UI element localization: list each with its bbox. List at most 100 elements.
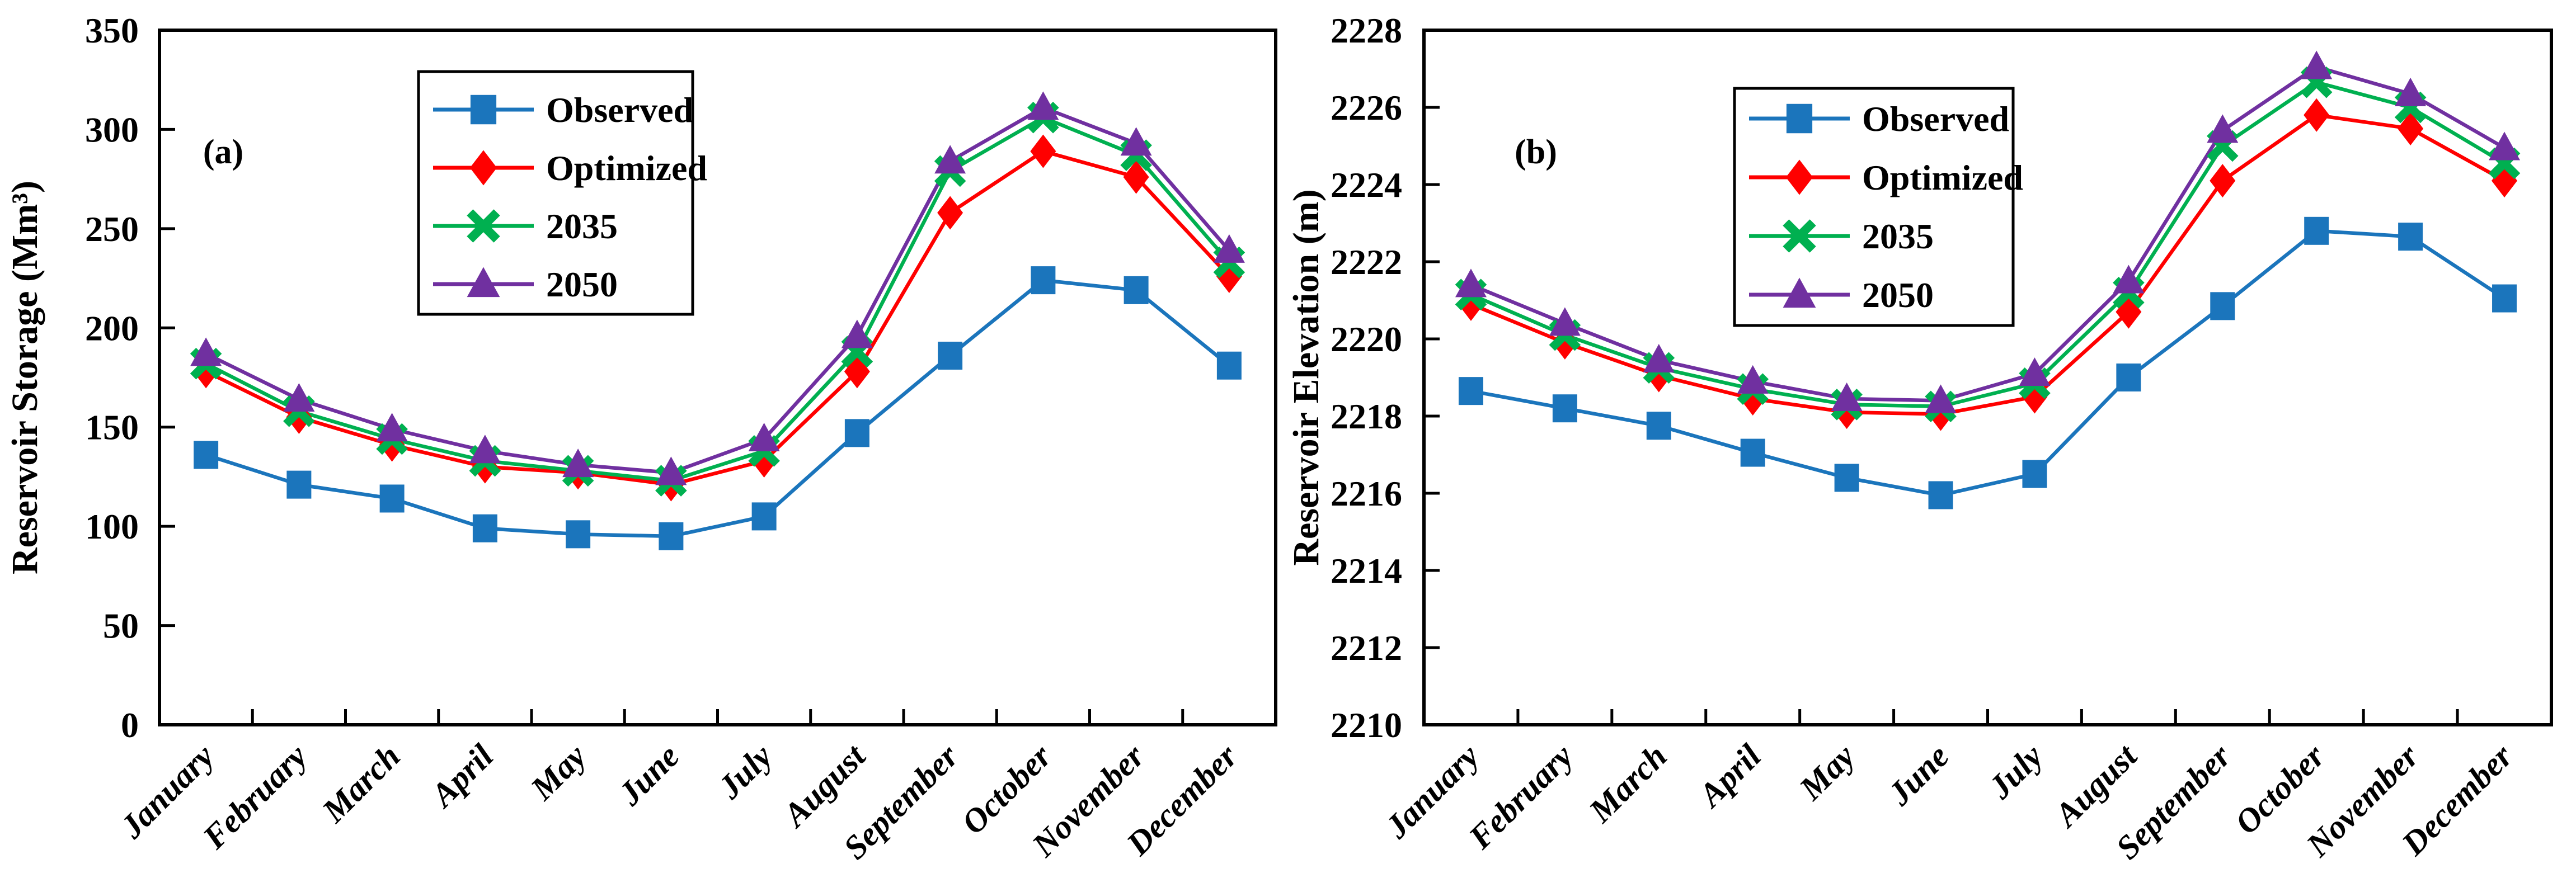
data-point-2050-april bbox=[1737, 365, 1769, 394]
data-point-observed-april bbox=[472, 514, 497, 542]
y-tick-label: 2220 bbox=[1331, 319, 1402, 359]
y-tick-label: 2218 bbox=[1331, 397, 1402, 436]
data-point-2050-april bbox=[469, 435, 501, 464]
x-month-label: June bbox=[1881, 738, 1956, 813]
data-point-2050-july bbox=[748, 423, 780, 452]
x-month-label: July bbox=[711, 737, 779, 806]
y-tick-label: 2212 bbox=[1331, 628, 1402, 668]
data-point-2050-august bbox=[2113, 265, 2145, 294]
legend-marker-2050 bbox=[1783, 277, 1816, 308]
data-point-observed-april bbox=[1740, 438, 1765, 467]
data-point-2050-march bbox=[1643, 343, 1675, 372]
x-month-label: February bbox=[1461, 737, 1581, 856]
series-line-2035 bbox=[205, 115, 1231, 483]
x-month-label: June bbox=[611, 738, 687, 813]
y-tick-label: 2226 bbox=[1331, 88, 1402, 128]
y-tick-label: 250 bbox=[85, 209, 139, 249]
series-line-2050 bbox=[205, 106, 1231, 475]
x-month-label: July bbox=[1981, 737, 2050, 806]
panel-label: (b) bbox=[1515, 133, 1557, 171]
y-tick-label: 2214 bbox=[1331, 551, 1402, 591]
legend-label-optimized: Optimized bbox=[1862, 158, 2023, 197]
data-point-observed-february bbox=[286, 470, 312, 499]
data-point-2050-february bbox=[1549, 307, 1581, 336]
x-month-label: May bbox=[523, 737, 593, 807]
y-tick-label: 2228 bbox=[1331, 11, 1402, 50]
data-point-observed-july bbox=[751, 502, 777, 531]
legend-label-observed: Observed bbox=[546, 90, 693, 130]
series-line-observed bbox=[205, 278, 1230, 539]
y-tick-label: 350 bbox=[85, 11, 139, 50]
legend-label-observed: Observed bbox=[1862, 99, 2009, 139]
y-tick-label: 0 bbox=[121, 705, 139, 745]
data-point-optimized-october bbox=[2304, 98, 2330, 132]
data-point-observed-january bbox=[194, 441, 219, 469]
y-tick-label: 2224 bbox=[1331, 165, 1402, 205]
y-tick-label: 100 bbox=[85, 507, 139, 546]
data-point-observed-july bbox=[2022, 460, 2047, 488]
legend-box bbox=[417, 70, 694, 316]
y-tick-label: 200 bbox=[85, 308, 139, 348]
chart-panel-b: 2210 2212 2214 2216 2218 2220 2222 2224 2226 2228… bbox=[1286, 11, 2553, 866]
y-axis-title: Reservoir Storage (Mm³) bbox=[4, 181, 45, 574]
data-point-2050-june bbox=[655, 456, 687, 485]
data-point-observed-may bbox=[566, 520, 591, 549]
data-point-observed-november bbox=[1124, 276, 1149, 304]
data-point-observed-november bbox=[2398, 223, 2423, 251]
data-point-2050-september bbox=[2207, 114, 2239, 143]
y-tick-label: 50 bbox=[103, 606, 139, 646]
plot-frame bbox=[1422, 29, 2553, 726]
x-month-label: March bbox=[315, 738, 407, 830]
legend-label-2035: 2035 bbox=[1862, 216, 1934, 256]
data-point-2050-november bbox=[1120, 127, 1152, 156]
data-point-optimized-october bbox=[1030, 134, 1056, 168]
panel-label: (a) bbox=[203, 133, 243, 171]
legend-box bbox=[1733, 87, 2015, 327]
data-point-observed-august bbox=[2116, 364, 2141, 391]
data-point-2050-december bbox=[2489, 131, 2521, 161]
series-line-optimized bbox=[205, 149, 1231, 487]
data-point-optimized-november bbox=[2398, 111, 2424, 145]
data-point-observed-august bbox=[844, 419, 869, 447]
series-line-2050 bbox=[1470, 65, 2506, 403]
legend-label-2050: 2050 bbox=[546, 265, 618, 304]
legend-marker-2050 bbox=[467, 267, 500, 298]
y-tick-label: 2210 bbox=[1331, 705, 1402, 745]
x-month-label: April bbox=[422, 737, 500, 815]
data-point-2050-may bbox=[1831, 382, 1863, 411]
data-point-2050-october bbox=[2301, 50, 2333, 79]
y-tick-label: 300 bbox=[85, 110, 139, 149]
data-point-2050-january bbox=[1455, 268, 1487, 298]
data-point-observed-october bbox=[2304, 216, 2329, 245]
y-tick-label: 2216 bbox=[1331, 474, 1402, 513]
x-month-label: April bbox=[1690, 737, 1768, 815]
series-line-optimized bbox=[1470, 113, 2506, 416]
data-point-observed-march bbox=[1646, 412, 1671, 440]
x-month-label: February bbox=[195, 737, 314, 856]
legend-marker-optimized bbox=[1785, 159, 1813, 195]
data-point-observed-january bbox=[1458, 377, 1483, 405]
legend-marker-observed bbox=[1786, 103, 1813, 134]
legend-label-2050: 2050 bbox=[1862, 275, 1934, 315]
data-point-optimized-september bbox=[937, 196, 963, 230]
x-month-label: May bbox=[1792, 737, 1862, 807]
series-line-2035 bbox=[1470, 80, 2506, 408]
data-point-2050-july bbox=[2019, 357, 2051, 386]
plot-frame bbox=[158, 29, 1277, 726]
data-point-2050-november bbox=[2395, 77, 2427, 106]
data-point-observed-september bbox=[2210, 292, 2235, 320]
data-point-optimized-november bbox=[1123, 160, 1149, 194]
legend-label-optimized: Optimized bbox=[546, 148, 707, 188]
data-point-observed-june bbox=[1928, 481, 1953, 509]
x-month-label: March bbox=[1582, 738, 1674, 830]
data-point-2050-september bbox=[934, 145, 966, 174]
data-point-2050-december bbox=[1213, 234, 1245, 263]
data-point-2050-june bbox=[1925, 384, 1957, 413]
data-point-observed-may bbox=[1834, 464, 1859, 492]
data-point-2050-february bbox=[283, 383, 315, 412]
legend-marker-2035 bbox=[467, 209, 500, 243]
data-point-2050-may bbox=[562, 449, 594, 478]
data-point-observed-september bbox=[938, 341, 963, 370]
